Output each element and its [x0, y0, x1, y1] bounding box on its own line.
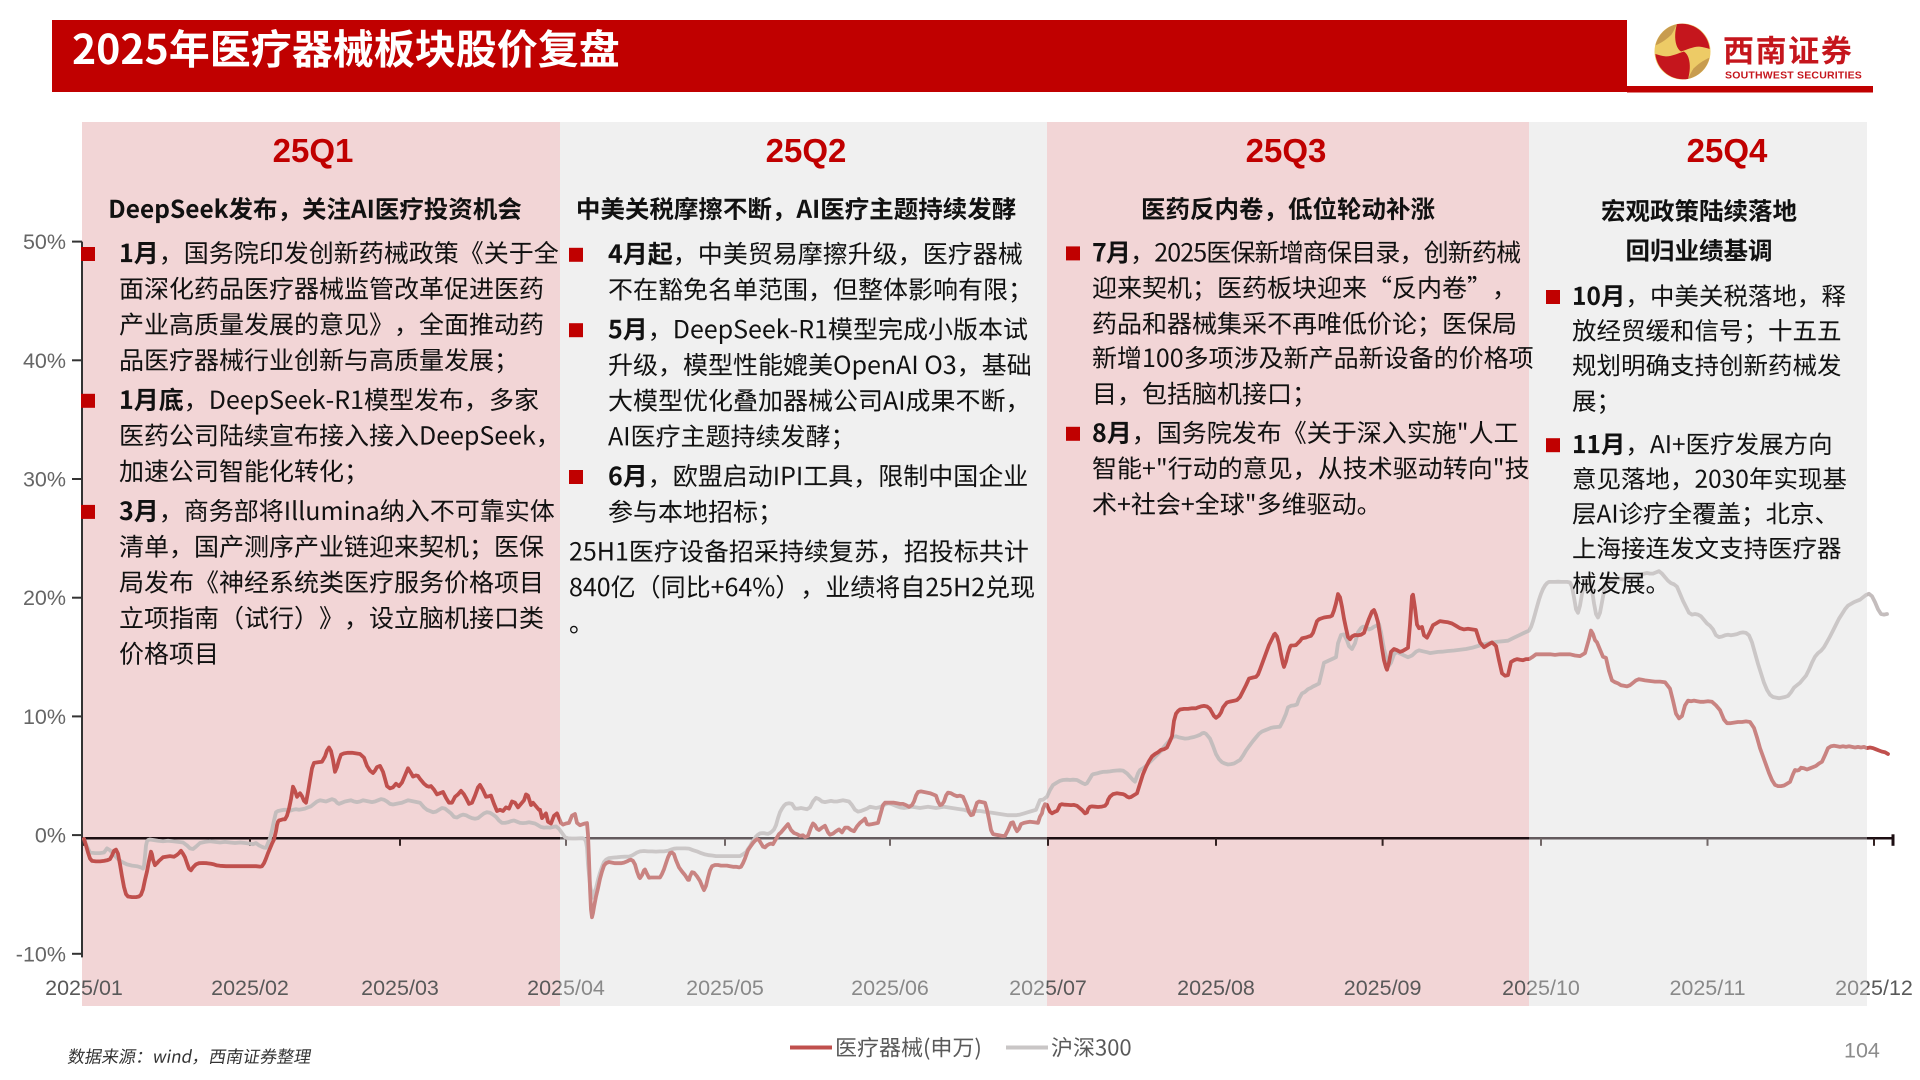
svg-text:2025/04: 2025/04	[527, 976, 605, 1000]
svg-text:25Q1: 25Q1	[273, 132, 354, 169]
svg-text:25Q3: 25Q3	[1246, 132, 1327, 169]
svg-text:20%: 20%	[23, 586, 66, 610]
svg-text:2025/11: 2025/11	[1669, 976, 1745, 1000]
svg-text:2025/02: 2025/02	[211, 976, 289, 1000]
svg-text:2025/09: 2025/09	[1344, 976, 1422, 1000]
svg-text:2025/12: 2025/12	[1835, 976, 1913, 1000]
svg-text:-10%: -10%	[16, 942, 66, 966]
svg-text:2025/01: 2025/01	[45, 976, 123, 1000]
svg-text:40%: 40%	[23, 349, 66, 373]
svg-text:2025/10: 2025/10	[1502, 976, 1580, 1000]
svg-text:25Q2: 25Q2	[766, 132, 847, 169]
svg-text:2025/06: 2025/06	[851, 976, 929, 1000]
svg-text:2025/07: 2025/07	[1009, 976, 1087, 1000]
svg-text:10%: 10%	[23, 705, 66, 729]
svg-text:50%: 50%	[23, 230, 66, 254]
svg-text:30%: 30%	[23, 468, 66, 492]
svg-text:0%: 0%	[35, 824, 66, 848]
svg-text:2025/03: 2025/03	[361, 976, 439, 1000]
svg-text:104: 104	[1844, 1039, 1880, 1063]
svg-text:SOUTHWEST SECURITIES: SOUTHWEST SECURITIES	[1725, 70, 1862, 82]
svg-text:2025/08: 2025/08	[1177, 976, 1255, 1000]
svg-text:25Q4: 25Q4	[1687, 132, 1768, 169]
svg-text:2025/05: 2025/05	[686, 976, 764, 1000]
